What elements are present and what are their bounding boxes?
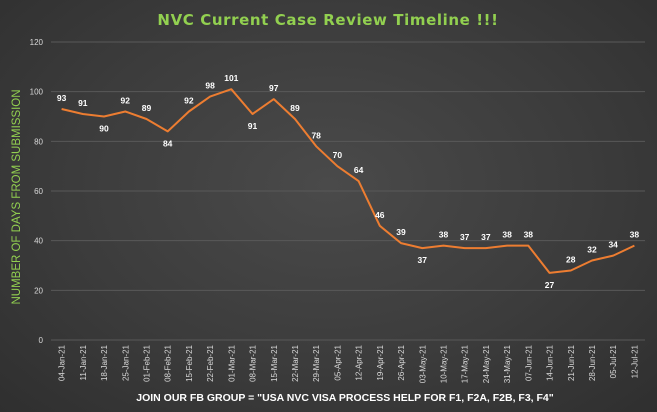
data-label: 89 bbox=[142, 103, 152, 113]
data-label: 28 bbox=[566, 254, 576, 264]
x-tick-label: 28-Jun-21 bbox=[588, 344, 597, 381]
y-tick-label: 0 bbox=[39, 336, 44, 345]
y-axis: 0 20 40 60 80 100 120 bbox=[30, 38, 44, 345]
data-label: 38 bbox=[502, 230, 512, 240]
data-labels: 93 91 90 92 89 84 92 98 101 91 97 89 78 70 64 46 39 37 38 3… bbox=[57, 73, 640, 290]
x-tick-label: 05-Jul-21 bbox=[609, 344, 618, 378]
series-line bbox=[61, 88, 635, 274]
x-tick-label: 01-Mar-21 bbox=[227, 344, 236, 381]
data-label: 93 bbox=[57, 93, 67, 103]
x-tick-label: 01-Feb-21 bbox=[142, 344, 151, 381]
x-tick-label: 10-May-21 bbox=[439, 344, 448, 383]
y-tick-label: 80 bbox=[34, 137, 43, 146]
y-tick-label: 20 bbox=[34, 286, 43, 295]
y-tick-label: 120 bbox=[30, 38, 44, 47]
data-label: 38 bbox=[630, 230, 640, 240]
x-tick-label: 18-Jan-21 bbox=[100, 344, 109, 381]
data-label: 70 bbox=[333, 150, 343, 160]
x-tick-label: 08-Feb-21 bbox=[164, 344, 173, 381]
x-tick-label: 29-Mar-21 bbox=[312, 344, 321, 381]
data-label: 38 bbox=[524, 230, 534, 240]
x-tick-label: 21-Jun-21 bbox=[567, 344, 576, 381]
data-label: 91 bbox=[78, 98, 88, 108]
data-label: 27 bbox=[545, 280, 555, 290]
x-tick-label: 12-Jul-21 bbox=[630, 344, 639, 378]
x-axis: 04-Jan-21 11-Jan-21 18-Jan-21 25-Jan-21 01-F… bbox=[58, 344, 640, 383]
data-label: 34 bbox=[608, 240, 618, 250]
gridlines bbox=[51, 41, 645, 341]
x-tick-label: 31-May-21 bbox=[503, 344, 512, 383]
x-tick-label: 25-Jan-21 bbox=[121, 344, 130, 381]
x-tick-label: 15-Feb-21 bbox=[185, 344, 194, 381]
x-tick-label: 07-Jun-21 bbox=[524, 344, 533, 381]
data-label: 91 bbox=[248, 121, 258, 131]
x-tick-label: 17-May-21 bbox=[461, 344, 470, 383]
chart-title: NVC Current Case Review Timeline !!! bbox=[157, 11, 498, 29]
data-label: 78 bbox=[311, 130, 321, 140]
x-tick-label: 03-May-21 bbox=[418, 344, 427, 383]
data-label: 97 bbox=[269, 83, 279, 93]
data-label: 98 bbox=[205, 81, 215, 91]
data-label: 64 bbox=[354, 165, 364, 175]
x-tick-label: 24-May-21 bbox=[482, 344, 491, 383]
data-label: 101 bbox=[224, 73, 238, 83]
data-label: 37 bbox=[481, 232, 491, 242]
data-label: 37 bbox=[418, 255, 428, 265]
x-tick-label: 22-Mar-21 bbox=[291, 344, 300, 381]
y-tick-label: 100 bbox=[30, 88, 44, 97]
x-tick-label: 14-Jun-21 bbox=[546, 344, 555, 381]
x-tick-label: 11-Jan-21 bbox=[79, 344, 88, 380]
x-tick-label: 26-Apr-21 bbox=[397, 344, 406, 380]
x-tick-label: 08-Mar-21 bbox=[249, 344, 258, 381]
x-tick-label: 05-Apr-21 bbox=[333, 344, 342, 380]
x-tick-label: 15-Mar-21 bbox=[270, 344, 279, 381]
data-label: 84 bbox=[163, 138, 173, 148]
x-tick-label: 12-Apr-21 bbox=[355, 344, 364, 380]
data-label: 89 bbox=[290, 103, 300, 113]
x-axis-label: JOIN OUR FB GROUP = "USA NVC VISA PROCES… bbox=[136, 392, 554, 404]
data-label: 92 bbox=[121, 96, 131, 106]
data-label: 37 bbox=[460, 232, 470, 242]
y-axis-label: NUMBER OF DAYS FROM SUBMISSION bbox=[11, 89, 23, 304]
data-label: 46 bbox=[375, 210, 385, 220]
data-label: 38 bbox=[439, 230, 449, 240]
data-label: 39 bbox=[396, 227, 406, 237]
y-tick-label: 60 bbox=[34, 187, 43, 196]
data-label: 32 bbox=[587, 245, 597, 255]
x-tick-label: 22-Feb-21 bbox=[206, 344, 215, 381]
x-tick-label: 04-Jan-21 bbox=[58, 344, 67, 381]
data-label: 92 bbox=[184, 96, 194, 106]
data-label: 90 bbox=[99, 124, 109, 134]
x-tick-label: 19-Apr-21 bbox=[376, 344, 385, 380]
y-tick-label: 40 bbox=[34, 237, 43, 246]
